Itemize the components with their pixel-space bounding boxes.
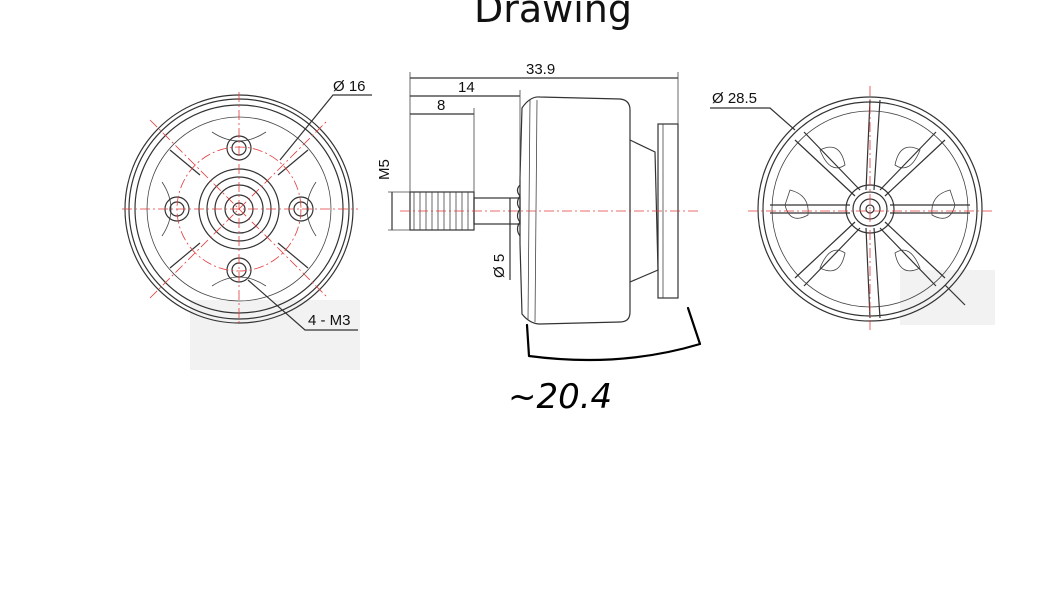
overall-length-label: 33.9 — [526, 61, 555, 78]
drawing-title: Drawing — [474, 0, 632, 31]
shaft-length-label: 14 — [458, 79, 475, 96]
front-diameter-label: Ø 16 — [333, 78, 366, 95]
thread-spec-label: M5 — [376, 159, 393, 180]
shaft-diameter-label: Ø 5 — [491, 254, 508, 278]
front-holes-label: 4 - M3 — [308, 312, 351, 329]
side-view: 33.9 14 8 M5 Ø 5 — [376, 61, 700, 325]
rear-view: Ø 28.5 — [710, 86, 995, 332]
rear-diameter-label: Ø 28.5 — [712, 90, 757, 107]
front-view: Ø 16 4 - M3 — [122, 78, 372, 370]
thread-length-label: 8 — [437, 97, 445, 114]
handwritten-length-label: ~20.4 — [508, 377, 612, 417]
handwritten-annotation: ~20.4 — [508, 306, 702, 417]
handwritten-bracket — [525, 306, 702, 362]
